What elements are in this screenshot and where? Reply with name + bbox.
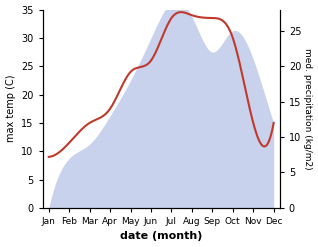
Y-axis label: med. precipitation (kg/m2): med. precipitation (kg/m2)	[303, 48, 313, 169]
X-axis label: date (month): date (month)	[120, 231, 203, 242]
Y-axis label: max temp (C): max temp (C)	[5, 75, 16, 143]
